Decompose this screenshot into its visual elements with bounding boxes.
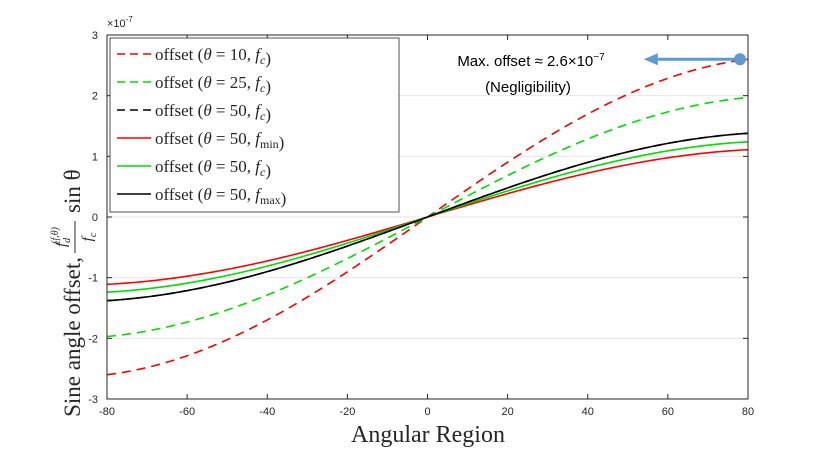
x-tick-label: -80 [99, 406, 115, 418]
x-tick-label: 60 [662, 406, 674, 418]
legend-label-5: offset (θ = 50, fc) [155, 157, 271, 180]
annotation-main-text: Max. offset ≈ 2.6×10−7 [457, 52, 605, 70]
y-tick-label: 0 [92, 212, 98, 224]
max-offset-annotation: Max. offset ≈ 2.6×10−7 (Negligibility) [457, 52, 746, 96]
legend-label-6: offset (θ = 50, fmax) [155, 185, 286, 208]
x-tick-label: -40 [259, 406, 275, 418]
annotation-sub-text: (Negligibility) [485, 79, 571, 96]
y-tick-label: -2 [88, 333, 98, 345]
y-tick-label: 3 [92, 30, 98, 42]
y-axis-label-suffix: sin θ [60, 169, 85, 213]
y-tick-label: 1 [92, 151, 98, 163]
x-tick-label: 40 [582, 406, 594, 418]
legend: offset (θ = 10, fc) offset (θ = 25, fc) of… [109, 37, 400, 213]
series-layer [107, 58, 748, 376]
y-exponent: ×10-7 [107, 15, 133, 30]
x-tick-label: 20 [502, 406, 514, 418]
x-tick-label: -60 [179, 406, 195, 418]
y-axis-label-prefix: Sine angle offset, [60, 257, 85, 417]
legend-label-2: offset (θ = 25, fc) [155, 73, 271, 96]
y-axis-label: Sine angle offset, fd(f,θ) fc sin θ [50, 169, 99, 417]
y-tick-label: -1 [88, 273, 98, 285]
y-tick-label: 2 [92, 91, 98, 103]
legend-label-3: offset (θ = 50, fc) [155, 101, 271, 124]
series-line-2 [107, 96, 748, 338]
y-axis-label-frac-den: fc [80, 232, 99, 241]
axis-ticks: -3 -2 -1 0 1 2 3 -80 -60 -40 -20 0 20 40 60 80 [88, 30, 754, 418]
legend-label-4: offset (θ = 50, fmin) [155, 129, 284, 152]
x-tick-label: -20 [339, 406, 355, 418]
x-axis-label: Angular Region [351, 422, 505, 448]
legend-label-1: offset (θ = 10, fc) [155, 45, 271, 68]
x-tick-label: 80 [742, 406, 754, 418]
series-line-6 [107, 132, 748, 302]
y-axis-label-frac-num: fd(f,θ) [50, 226, 73, 247]
legend-box [109, 37, 400, 213]
y-tick-label: -3 [88, 394, 98, 406]
x-tick-label: 0 [424, 406, 430, 418]
annotation-arrow-head [643, 53, 658, 66]
annotation-marker-dot [733, 53, 746, 66]
